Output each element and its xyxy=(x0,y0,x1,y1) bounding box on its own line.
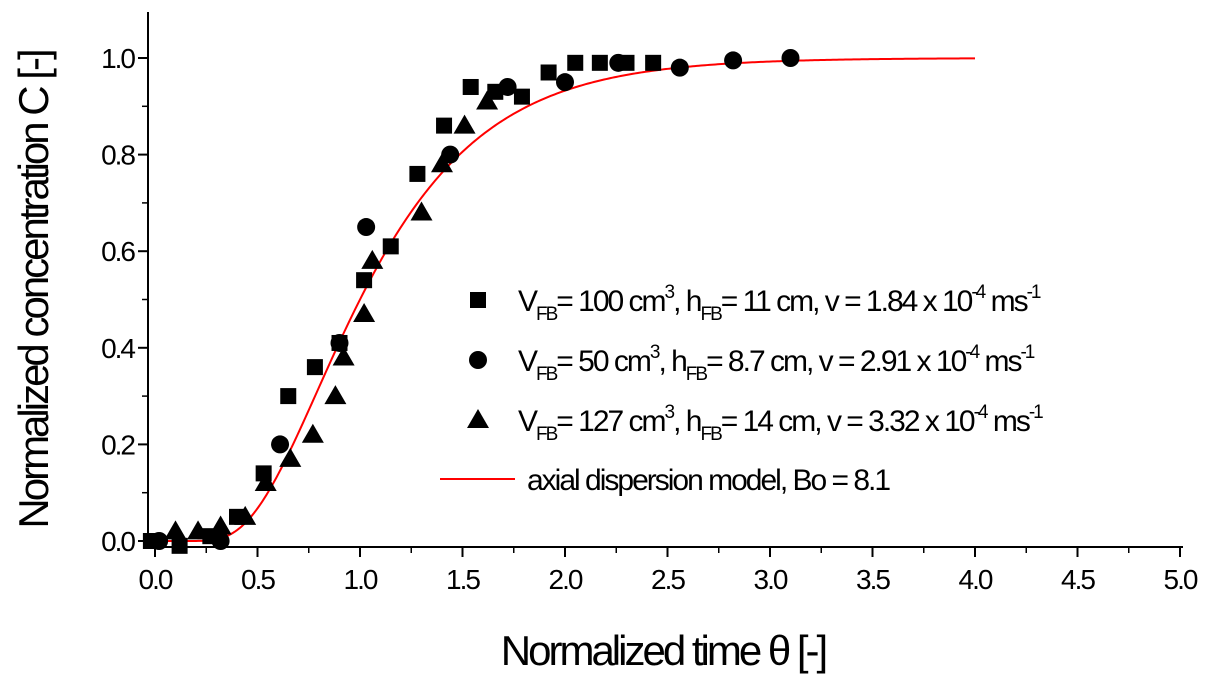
data-point-circle xyxy=(357,218,375,236)
x-axis-title: Normalized time θ [-] xyxy=(501,627,826,674)
legend-text-part: -1 xyxy=(1029,402,1043,423)
legend-text-part: -1 xyxy=(1020,342,1034,363)
legend-text-part: FB xyxy=(536,364,558,385)
data-point-circle xyxy=(212,532,230,550)
data-point-square xyxy=(567,55,583,71)
data-point-square xyxy=(436,118,452,134)
data-point-circle xyxy=(782,49,800,67)
data-point-triangle xyxy=(324,385,346,404)
legend-text-part: = 127 cm xyxy=(556,405,665,438)
data-point-square xyxy=(409,166,425,182)
data-point-square xyxy=(463,79,479,95)
data-point-circle xyxy=(499,78,517,96)
data-point-circle xyxy=(271,435,289,453)
legend-text-part: FB xyxy=(700,424,722,445)
legend-marker-circle xyxy=(469,351,487,369)
x-tick-label: 1.0 xyxy=(344,564,378,595)
data-point-square xyxy=(541,64,557,80)
data-point-triangle xyxy=(302,424,324,443)
legend-marker-triangle xyxy=(467,409,489,428)
legend-text-part: = 100 cm xyxy=(556,285,665,318)
data-point-circle xyxy=(150,532,168,550)
legend-text-part: = 50 cm xyxy=(556,345,651,378)
data-point-square xyxy=(307,359,323,375)
data-point-triangle xyxy=(454,115,476,134)
data-point-triangle xyxy=(361,250,383,269)
y-tick-label: 0.0 xyxy=(101,526,135,557)
y-tick-label: 0.6 xyxy=(101,236,135,267)
legend-text-part: , h xyxy=(673,405,701,438)
data-point-square xyxy=(592,55,608,71)
legend-text-part: FB xyxy=(700,304,722,325)
data-point-triangle xyxy=(165,520,187,539)
legend-text-part: = 8.7 cm, v = 2.91 x 10 xyxy=(706,345,966,378)
data-point-square xyxy=(356,272,372,288)
y-axis-title: Normalized concentration C [-] xyxy=(10,51,57,529)
x-tick-label: 5.0 xyxy=(1164,564,1198,595)
x-tick-label: 1.5 xyxy=(446,564,480,595)
legend-text-part: FB xyxy=(686,364,708,385)
x-tick-label: 3.5 xyxy=(856,564,890,595)
legend-text-part: ms xyxy=(987,405,1030,438)
legend-text-part: , h xyxy=(658,345,686,378)
data-point-circle xyxy=(671,59,689,77)
legend-text-part: FB xyxy=(536,424,558,445)
legend-text-part: FB xyxy=(536,304,558,325)
legend-text-part: V xyxy=(518,345,538,378)
data-point-circle xyxy=(724,51,742,69)
x-tick-label: 4.5 xyxy=(1061,564,1095,595)
legend-label: VFB= 127 cm3, hFB= 14 cm, v = 3.32 x 10-… xyxy=(518,402,1043,445)
data-point-circle xyxy=(331,334,349,352)
x-tick-label: 3.0 xyxy=(754,564,788,595)
y-tick-label: 1.0 xyxy=(101,43,135,74)
data-point-circle xyxy=(609,54,627,72)
data-point-square xyxy=(172,538,188,554)
legend-label: axial dispersion model, Bo = 8.1 xyxy=(527,464,890,497)
legend-marker-square xyxy=(470,292,486,308)
x-tick-label: 4.0 xyxy=(959,564,993,595)
legend-text-part: , h xyxy=(673,285,701,318)
legend-text-part: -1 xyxy=(1027,282,1041,303)
data-point-triangle xyxy=(411,202,433,221)
legend-text-part: ms xyxy=(978,345,1021,378)
legend-text-part: = 11 cm, v = 1.84 x 10 xyxy=(721,285,973,318)
legend-label: VFB= 100 cm3, hFB= 11 cm, v = 1.84 x 10-… xyxy=(518,282,1041,325)
legend-text-part: = 14 cm, v = 3.32 x 10 xyxy=(721,405,975,438)
y-tick-label: 0.8 xyxy=(101,140,135,171)
x-tick-label: 0.5 xyxy=(241,564,275,595)
data-point-square xyxy=(645,55,661,71)
data-point-triangle xyxy=(210,516,232,535)
y-tick-label: 0.2 xyxy=(101,429,135,460)
data-point-square xyxy=(280,388,296,404)
data-point-circle xyxy=(556,73,574,91)
x-tick-label: 2.0 xyxy=(549,564,583,595)
x-tick-label: 0.0 xyxy=(139,564,173,595)
x-tick-label: 2.5 xyxy=(651,564,685,595)
legend-label: VFB= 50 cm3, hFB= 8.7 cm, v = 2.91 x 10-… xyxy=(518,342,1035,385)
data-point-square xyxy=(383,238,399,254)
legend-text-part: V xyxy=(518,285,538,318)
data-point-square xyxy=(514,89,530,105)
legend: VFB= 100 cm3, hFB= 11 cm, v = 1.84 x 10-… xyxy=(440,282,1043,497)
legend-text-part: V xyxy=(518,405,538,438)
y-tick-label: 0.4 xyxy=(101,333,135,364)
legend-text-part: ms xyxy=(984,285,1027,318)
